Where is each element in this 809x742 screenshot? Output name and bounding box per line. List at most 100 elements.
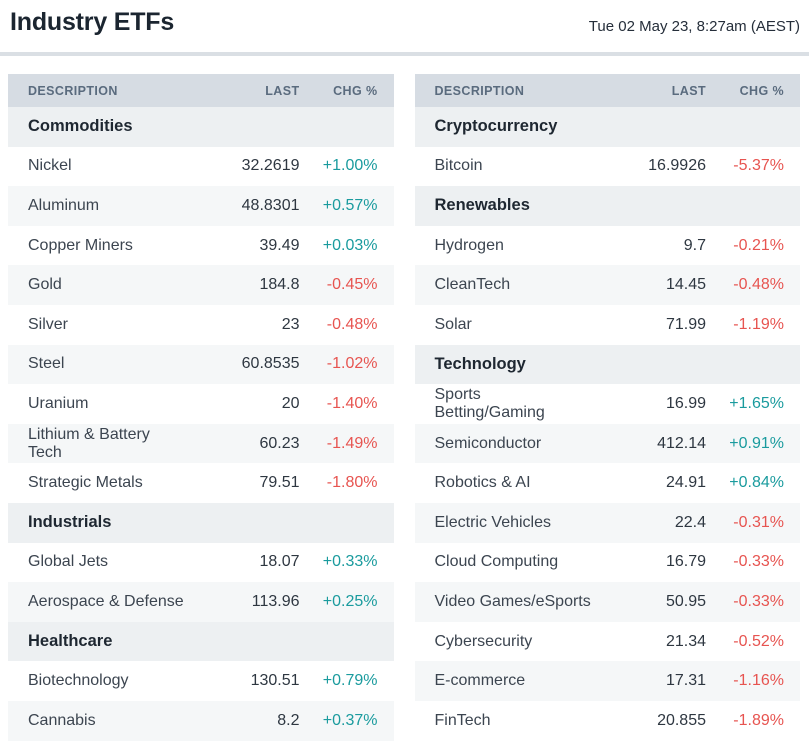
etf-change-percent: -0.33%: [733, 592, 784, 610]
etf-last-price: 184.8: [259, 276, 300, 294]
table-row: Bitcoin 16.9926 -5.37%: [414, 146, 800, 187]
etf-last-price: 32.2619: [241, 157, 300, 175]
column-header-row: DESCRIPTION LAST CHG %: [8, 74, 394, 107]
column-header-last: LAST: [265, 83, 300, 98]
table-row: Aluminum 48.8301 +0.57%: [8, 186, 394, 226]
etf-change-percent: -0.48%: [326, 315, 378, 333]
table-row: Gold 184.8 -0.45%: [8, 265, 394, 305]
etf-last-price: 18.07: [259, 553, 300, 571]
etf-description: Hydrogen: [434, 236, 504, 254]
table-row: Biotechnology 130.51 +0.79%: [8, 661, 394, 701]
etf-last-price: 14.45: [665, 276, 706, 294]
table-rows: Cryptocurrency Bitcoin 16.9926 -5.37% Renewa…: [414, 107, 800, 741]
etf-description: Sports Betting/Gaming: [434, 385, 545, 421]
table-row: Uranium 20 -1.40%: [8, 384, 394, 424]
etf-last-price: 113.96: [251, 592, 300, 610]
etf-last-price: 412.14: [657, 434, 706, 452]
etf-description: Steel: [28, 355, 65, 373]
etf-change-percent: -0.33%: [733, 553, 784, 571]
table-row: Aerospace & Defense 113.96 +0.25%: [8, 582, 394, 622]
table-row: Global Jets 18.07 +0.33%: [8, 542, 394, 583]
etf-change-percent: -0.48%: [733, 276, 784, 294]
etf-description: Strategic Metals: [28, 474, 143, 492]
etf-change-percent: +0.33%: [322, 553, 378, 571]
table-row: Hydrogen 9.7 -0.21%: [414, 225, 800, 266]
section-title: Technology: [434, 354, 526, 373]
etf-last-price: 9.7: [683, 236, 706, 254]
etf-last-price: 24.91: [665, 474, 706, 492]
tables-container: DESCRIPTION LAST CHG % Commodities Nickel…: [0, 56, 809, 741]
etf-change-percent: -1.19%: [733, 315, 784, 333]
etf-change-percent: -1.49%: [326, 434, 378, 452]
column-header-row: DESCRIPTION LAST CHG %: [414, 74, 800, 107]
column-header-last: LAST: [671, 83, 706, 98]
etf-last-price: 16.9926: [648, 157, 706, 175]
etf-last-price: 21.34: [665, 632, 706, 650]
section-header-row: Renewables: [414, 186, 800, 226]
header-divider: [0, 52, 809, 56]
etf-description: Gold: [28, 276, 62, 294]
etf-description: Video Games/eSports: [434, 592, 591, 610]
table-row: Electric Vehicles 22.4 -0.31%: [414, 502, 800, 543]
section-header-row: Commodities: [8, 107, 394, 147]
etf-last-price: 16.79: [665, 553, 706, 571]
etf-description: Aerospace & Defense: [28, 592, 184, 610]
etf-description: Electric Vehicles: [434, 513, 552, 531]
etf-change-percent: +0.57%: [322, 196, 378, 214]
column-header-chg: CHG %: [739, 83, 784, 98]
etf-last-price: 22.4: [674, 513, 706, 531]
section-header-row: Technology: [414, 344, 800, 385]
table-row: Sports Betting/Gaming 16.99 +1.65%: [414, 384, 800, 424]
section-title: Renewables: [434, 196, 530, 215]
etf-description: Global Jets: [28, 553, 109, 571]
etf-description: Cannabis: [28, 711, 96, 729]
etf-description: Biotechnology: [28, 672, 129, 690]
etf-description: Silver: [28, 315, 69, 333]
etf-change-percent: -0.21%: [733, 236, 784, 254]
table-row: Copper Miners 39.49 +0.03%: [8, 225, 394, 266]
etf-last-price: 8.2: [277, 711, 300, 729]
section-title: Healthcare: [28, 632, 113, 651]
etf-description: Bitcoin: [434, 157, 483, 175]
etf-change-percent: +0.37%: [322, 711, 378, 729]
etf-change-percent: -1.80%: [326, 474, 378, 492]
etf-last-price: 23: [281, 315, 300, 333]
etf-change-percent: -1.89%: [733, 711, 784, 729]
table-row: Cloud Computing 16.79 -0.33%: [414, 542, 800, 583]
table-row: Strategic Metals 79.51 -1.80%: [8, 463, 394, 503]
etf-change-percent: -0.31%: [733, 513, 784, 531]
etf-last-price: 130.51: [250, 672, 300, 690]
table-row: Lithium & Battery Tech 60.23 -1.49%: [8, 423, 394, 464]
page-header: Industry ETFs Tue 02 May 23, 8:27am (AES…: [0, 0, 809, 52]
etf-last-price: 20.855: [657, 711, 706, 729]
market-table-left: DESCRIPTION LAST CHG % Commodities Nickel…: [8, 74, 394, 741]
etf-last-price: 16.99: [665, 394, 706, 412]
column-header-description: DESCRIPTION: [434, 83, 525, 98]
etf-last-price: 50.95: [665, 592, 706, 610]
table-row: Cannabis 8.2 +0.37%: [8, 700, 394, 741]
etf-description: CleanTech: [434, 276, 511, 294]
table-rows: Commodities Nickel 32.2619 +1.00% Aluminum 48…: [8, 107, 394, 741]
etf-description: Lithium & Battery Tech: [28, 425, 150, 461]
column-header-chg: CHG %: [333, 83, 378, 98]
market-table-right: DESCRIPTION LAST CHG % Cryptocurrency Bit…: [414, 74, 800, 741]
etf-description: Robotics & AI: [434, 474, 531, 492]
etf-change-percent: -0.52%: [733, 632, 784, 650]
etf-last-price: 60.8535: [241, 355, 300, 373]
etf-description: Cloud Computing: [434, 553, 559, 571]
column-header-description: DESCRIPTION: [28, 83, 118, 98]
table-row: Video Games/eSports 50.95 -0.33%: [414, 582, 800, 622]
page-title: Industry ETFs: [10, 8, 175, 36]
etf-last-price: 71.99: [665, 315, 706, 333]
etf-last-price: 79.51: [259, 474, 300, 492]
etf-last-price: 39.49: [259, 236, 300, 254]
etf-description: FinTech: [434, 711, 491, 729]
etf-change-percent: +0.03%: [322, 236, 378, 254]
table-row: Nickel 32.2619 +1.00%: [8, 146, 394, 187]
etf-last-price: 17.31: [665, 672, 706, 690]
etf-change-percent: -0.45%: [326, 276, 378, 294]
table-row: Solar 71.99 -1.19%: [414, 304, 800, 345]
etf-description: Copper Miners: [28, 236, 133, 254]
etf-change-percent: +1.65%: [729, 394, 784, 412]
